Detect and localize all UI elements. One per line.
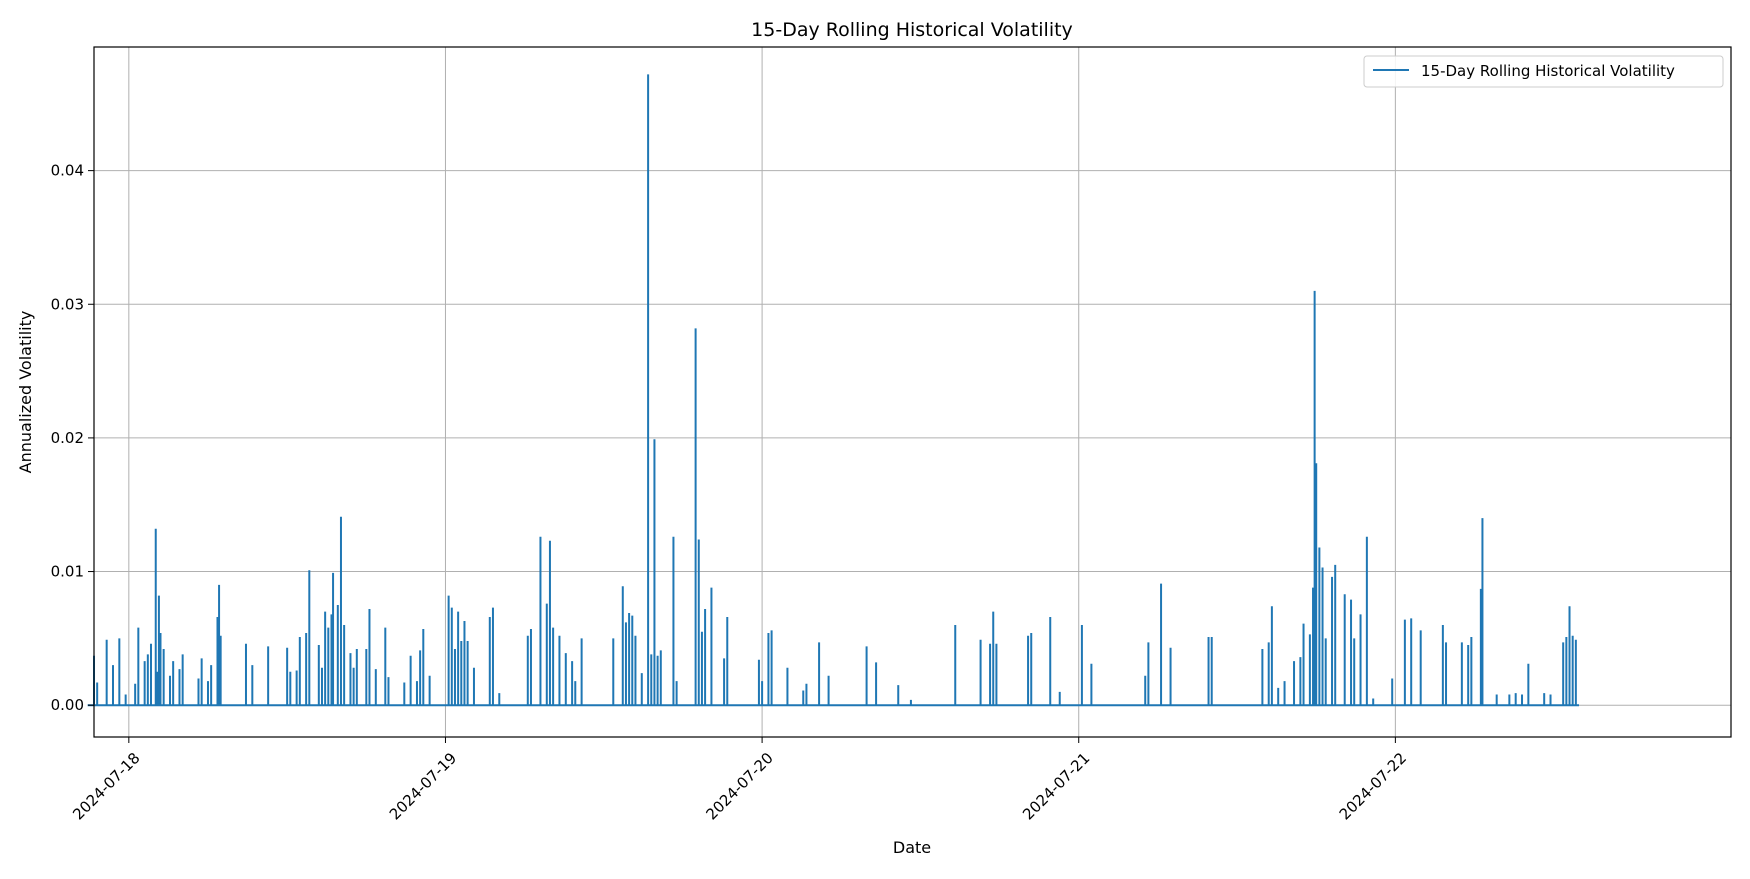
y-tick-label-0: 0.00 [51, 696, 84, 714]
x-axis-label: Date [893, 838, 931, 857]
chart-title: 15-Day Rolling Historical Volatility [751, 19, 1073, 41]
y-tick-label-2: 0.02 [51, 429, 84, 447]
series-line-0 [87, 74, 1580, 707]
y-tick-label-3: 0.03 [51, 295, 84, 313]
series-layer [87, 74, 1580, 707]
legend-box [1363, 55, 1724, 88]
plot-frame [93, 46, 1732, 738]
y-tick-label-1: 0.01 [51, 563, 84, 581]
legend: 15-Day Rolling Historical Volatility [1363, 55, 1724, 88]
y-tick-label-4: 0.04 [51, 162, 84, 180]
y-axis-label: Annualized Volatility [16, 311, 35, 474]
legend-label-volatility: 15-Day Rolling Historical Volatility [1421, 62, 1675, 80]
